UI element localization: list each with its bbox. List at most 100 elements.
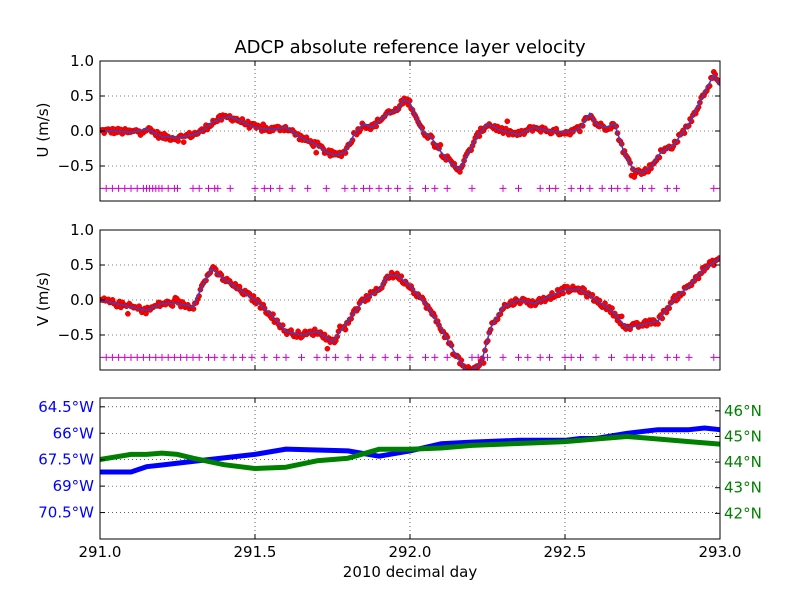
flag-marker [350,184,358,192]
flag-marker [267,184,274,192]
y-tick-label: −0.5 [58,157,94,175]
velocity-point [180,139,187,145]
flag-marker [710,184,718,192]
latitude-tick-label: 44°N [724,453,762,471]
flag-marker [322,184,330,192]
flag-marker [195,184,203,192]
flag-marker [524,353,532,361]
flag-marker [663,353,671,361]
flag-marker [239,353,247,361]
flag-marker [648,353,656,361]
flag-marker [127,353,135,361]
flag-marker [366,184,374,192]
flag-marker [313,353,321,361]
flag-marker [133,353,141,361]
flag-marker [422,184,429,192]
longitude-tick-label: 69°W [53,477,95,495]
flag-marker [546,353,553,361]
latitude-tick-label: 46°N [724,402,762,420]
flag-marker [164,353,172,361]
flag-marker [183,353,191,361]
u-velocity-panel: 1.0 0.5 0.0 −0.5 [58,52,721,202]
flag-marker [127,184,135,192]
flag-marker [468,353,476,361]
flag-marker [344,353,352,361]
flag-marker [139,353,147,361]
flag-marker [211,353,219,361]
flag-marker [220,353,228,361]
flag-marker [394,353,402,361]
flag-marker [174,184,181,192]
flag-marker [133,184,141,192]
velocity-point [504,118,511,125]
y-tick-label: −0.5 [58,326,94,344]
flag-marker [100,184,104,192]
flag-marker [567,184,575,192]
flag-marker [561,353,569,361]
y-tick-label: 0.5 [70,87,94,105]
flag-marker [710,353,718,361]
y-tick-label: 0.0 [70,291,94,309]
flag-marker [205,184,212,192]
flag-marker [648,184,656,192]
flag-marker [304,184,312,192]
flag-marker [536,353,544,361]
flag-marker [152,353,160,361]
flag-marker [592,353,600,361]
latitude-tick-label: 45°N [724,427,762,445]
flag-marker [515,353,522,361]
flag-marker [515,184,522,192]
flag-marker [260,353,268,361]
flag-marker [332,353,340,361]
flag-marker [146,353,154,361]
longitude-tick-label: 66°W [53,424,95,442]
flag-marker [577,353,584,361]
flag-marker [639,353,646,361]
flag-marker [394,184,402,192]
flag-marker [282,353,290,361]
x-axis-label: 2010 decimal day [343,563,478,581]
axes-frame [99,397,721,540]
flag-marker [260,184,268,192]
flag-marker [298,353,305,361]
y-tick-label: 1.0 [70,221,94,239]
flag-marker [288,184,296,192]
flag-marker [673,184,681,192]
flag-marker [102,353,110,361]
flag-marker [536,184,544,192]
flag-marker [170,353,178,361]
smoothed-line [100,257,720,370]
flag-marker [567,353,575,361]
velocity-point [313,149,320,156]
velocity-point [342,326,349,333]
flag-marker [322,353,330,361]
y-tick-label: 0.5 [70,256,94,274]
flag-marker [639,184,646,192]
flag-marker [381,353,389,361]
velocity-point [618,313,625,320]
flag-marker [608,353,615,361]
flag-marker [474,353,482,361]
latitude-line [99,434,721,471]
flag-marker [598,184,606,192]
longitude-tick-label: 67.5°W [38,451,94,469]
flag-marker [251,184,259,192]
flag-marker [121,353,129,361]
flag-marker [115,353,123,361]
flag-marker [229,353,237,361]
flag-marker [369,353,377,361]
velocity-point [175,138,181,144]
flag-marker [406,353,414,361]
flag-marker [673,353,681,361]
x-tick-label: 292.5 [544,543,587,561]
flag-marker [431,353,439,361]
x-tick-label: 291.5 [234,543,277,561]
plot-area [100,255,720,370]
x-tick-label: 292.0 [389,543,432,561]
flag-marker [108,353,116,361]
flag-marker [552,184,560,192]
flag-marker [226,184,234,192]
flag-marker [115,184,123,192]
flag-marker [189,353,197,361]
